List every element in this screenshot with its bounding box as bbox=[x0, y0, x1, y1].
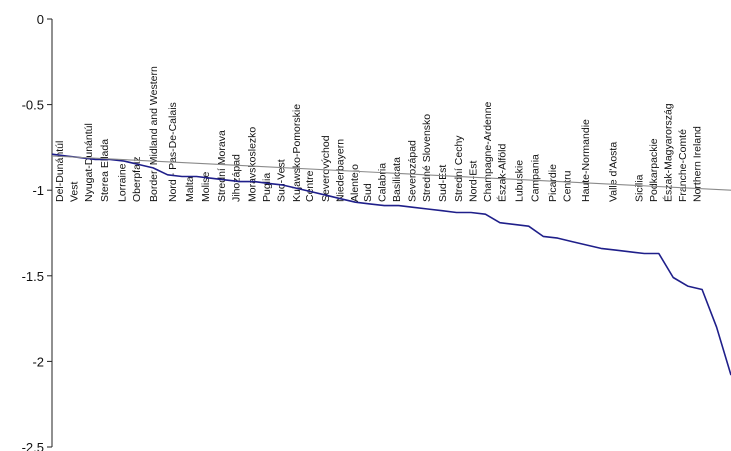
category-label: Champagne-Ardenne bbox=[482, 101, 494, 202]
category-label: Del-Dunántúl bbox=[54, 141, 66, 202]
category-label: Kujawsko-Pomorskie bbox=[291, 104, 303, 202]
category-label: Molise bbox=[200, 171, 212, 202]
category-label: Sud bbox=[362, 183, 374, 202]
category-label: Alentejo bbox=[349, 164, 361, 202]
category-label: Basilicata bbox=[391, 157, 403, 202]
series-line-primary bbox=[51, 153, 731, 376]
category-label: Calabria bbox=[376, 163, 388, 202]
category-label: Nyugat-Dunántúl bbox=[83, 123, 95, 202]
category-label: Észak-Alföld bbox=[495, 143, 508, 202]
category-label: Franche-Comté bbox=[677, 129, 689, 202]
category-label: Haute-Normandie bbox=[580, 119, 592, 202]
category-label: Moravskoslezko bbox=[246, 127, 258, 202]
category-label: Valle d'Aosta bbox=[608, 142, 620, 202]
category-label: Picardie bbox=[547, 164, 559, 202]
y-tick-label: -0.5 bbox=[22, 98, 44, 113]
category-label: Nord - Pas-De-Calais bbox=[167, 102, 179, 202]
category-label: Vest bbox=[69, 181, 81, 202]
series-line-trend bbox=[51, 155, 731, 191]
category-label: Severozápad bbox=[407, 140, 419, 202]
axis-layer: 0 -0.5 -1 -1.5 -2 -2.5 bbox=[22, 12, 53, 451]
category-label: Centru bbox=[561, 170, 573, 202]
category-label: Border, Midland and Western bbox=[148, 66, 160, 202]
category-label: Severovýchod bbox=[320, 135, 332, 202]
category-label: Stredné Slovensko bbox=[421, 114, 433, 202]
y-tick-label: 0 bbox=[37, 12, 44, 27]
category-label: Malta bbox=[184, 176, 196, 202]
category-label: Puglia bbox=[261, 173, 273, 202]
category-label: Sterea Ellada bbox=[99, 139, 111, 202]
series-layer bbox=[51, 153, 731, 376]
y-tick-label: -1 bbox=[32, 183, 44, 198]
category-labels: Del-Dunántúl Vest Nyugat-Dunántúl Sterea El… bbox=[54, 66, 703, 202]
category-label: Jihozápad bbox=[231, 154, 243, 202]
category-label: Lorraine bbox=[116, 163, 128, 202]
category-label: Sud-Est bbox=[437, 165, 449, 202]
category-label: Sicilia bbox=[634, 174, 646, 202]
category-label: Sud-Vest bbox=[275, 159, 287, 202]
category-label: Nord-Est bbox=[467, 160, 479, 202]
category-label: Strední Cechy bbox=[453, 135, 465, 202]
category-label: Oberpfalz bbox=[131, 156, 143, 202]
category-label: Podkarpackie bbox=[648, 138, 660, 202]
category-label: Northern Ireland bbox=[691, 126, 703, 202]
y-tick-label: -2 bbox=[32, 354, 44, 369]
category-label: Strední Morava bbox=[216, 130, 228, 202]
y-tick-label: -2.5 bbox=[22, 440, 44, 451]
category-label: Észak-Magyarország bbox=[661, 103, 674, 202]
category-label: Centre bbox=[304, 170, 316, 202]
category-label: Lubuskie bbox=[514, 160, 526, 202]
category-label: Campania bbox=[530, 154, 542, 202]
y-tick-label: -1.5 bbox=[22, 269, 44, 284]
